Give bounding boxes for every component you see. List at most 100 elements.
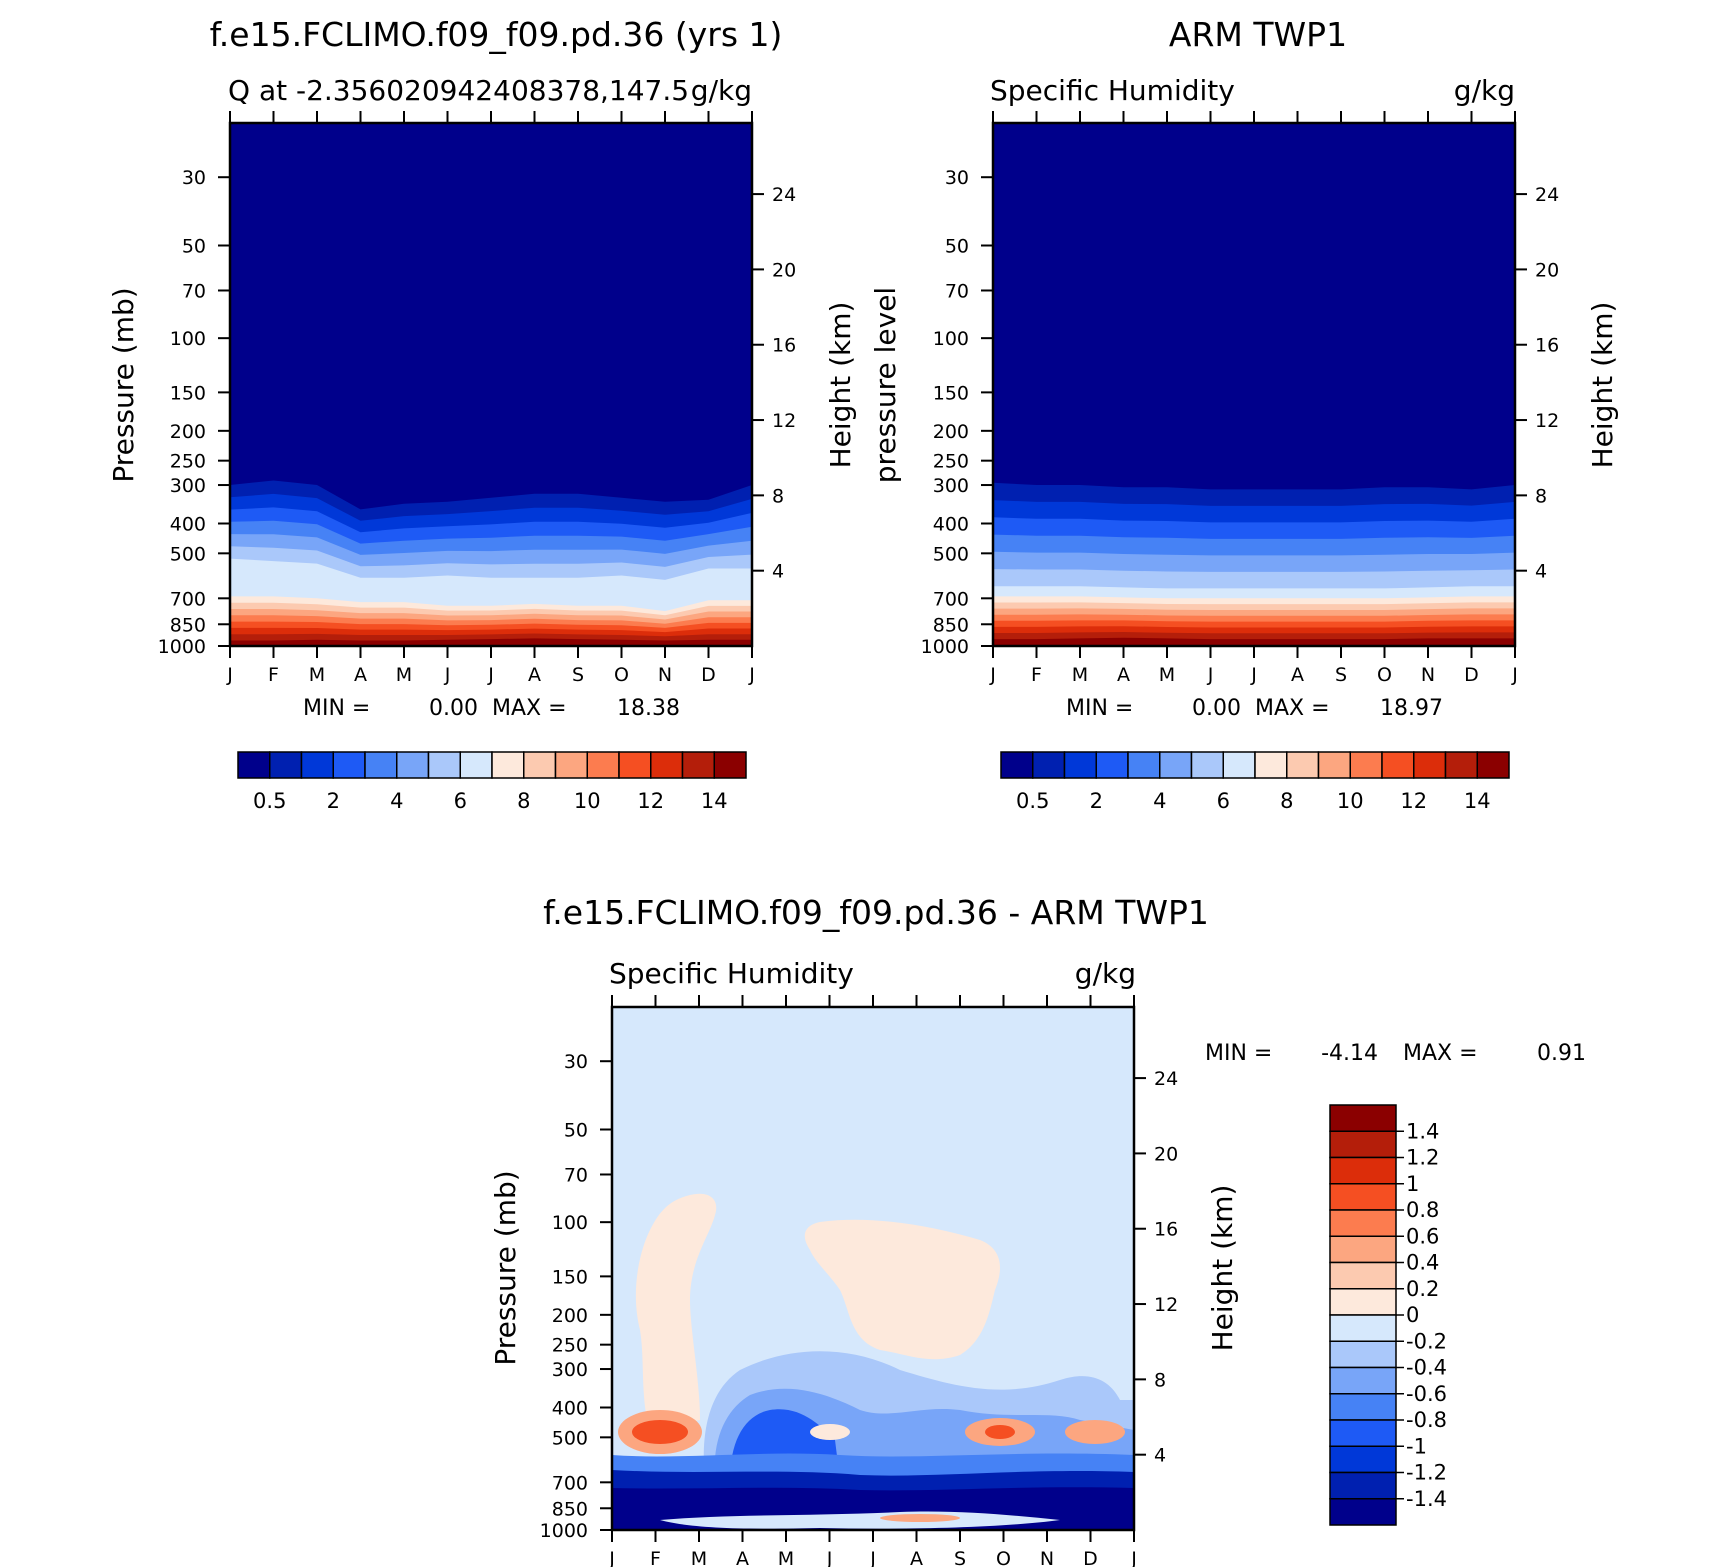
diff-positive-blob-oct-inner	[985, 1425, 1015, 1439]
diff-colorbar-box	[1329, 1288, 1397, 1316]
diff-surface-positive	[880, 1514, 960, 1522]
diff-ytick-label: 50	[564, 1119, 588, 1141]
obs-y2label: Height (km)	[1586, 302, 1619, 469]
diff-colorbar-label: -0.8	[1406, 1408, 1447, 1432]
obs-ytick-label: 400	[933, 514, 969, 536]
obs-y2tick-label: 20	[1535, 259, 1559, 281]
obs-y2tick-label: 16	[1535, 335, 1559, 357]
diff-colorbar: 1.4 1.210.80.6 0.40.20-0.2 -0.4-0.6-0.8-1 -1…	[1329, 1104, 1447, 1526]
obs-subtitle-right: g/kg	[1454, 74, 1515, 107]
diff-ytick-label: 850	[552, 1498, 588, 1520]
model-y2tick-label: 4	[772, 561, 784, 583]
diff-ytick-label: 70	[564, 1164, 588, 1186]
obs-min-value: 0.00	[1192, 696, 1241, 721]
model-colorbar-label: 6	[454, 789, 467, 813]
diff-minmax: MIN = -4.14 MAX = 0.91	[1205, 1041, 1586, 1066]
diff-ytick-label: 250	[552, 1335, 588, 1357]
diff-y2tick-label: 8	[1154, 1369, 1166, 1391]
obs-colorbar-box	[1222, 751, 1256, 779]
model-ytick-label: 200	[170, 421, 206, 443]
model-colorbar-box	[681, 751, 715, 779]
obs-y2tick-label: 8	[1535, 485, 1547, 507]
diff-subtitle-left: Specific Humidity	[609, 957, 854, 990]
model-min-value: 0.00	[429, 696, 478, 721]
model-colorbar-box	[491, 751, 525, 779]
diff-xtick-label: J	[826, 1548, 833, 1567]
diff-y2tick-label: 4	[1154, 1445, 1166, 1467]
obs-xtick-label: D	[1464, 664, 1479, 686]
model-colorbar-box	[523, 751, 557, 779]
diff-positive-blob-dec	[1065, 1420, 1125, 1444]
obs-colorbar-box	[1127, 751, 1161, 779]
model-colorbar-box	[427, 751, 461, 779]
diff-max-value: 0.91	[1537, 1041, 1586, 1066]
obs-xtick-label: J	[1207, 664, 1214, 686]
obs-colorbar-label: 2	[1090, 789, 1103, 813]
model-ytick-label: 100	[170, 328, 206, 350]
obs-y2tick-label: 24	[1535, 184, 1559, 206]
diff-colorbar-box	[1329, 1156, 1397, 1185]
obs-colorbar-box	[1190, 751, 1224, 779]
model-subtitle-left: Q at -2.356020942408378,147.5	[228, 74, 689, 107]
obs-xtick-label: J	[1511, 664, 1518, 686]
diff-ytick-label: 300	[552, 1359, 588, 1381]
obs-title: ARM TWP1	[1169, 15, 1347, 54]
obs-ytick-label: 200	[933, 421, 969, 443]
model-ytick-label: 400	[170, 514, 206, 536]
diff-colorbar-label: -0.6	[1406, 1382, 1447, 1406]
diff-field	[612, 1007, 1134, 1530]
obs-field	[993, 123, 1515, 646]
model-field	[230, 123, 752, 646]
obs-xtick-label: M	[1072, 664, 1088, 686]
obs-colorbar-box	[1254, 751, 1288, 779]
diff-ytick-label: 700	[552, 1472, 588, 1494]
model-max-label: MAX =	[492, 696, 567, 721]
diff-positive-region-summer	[804, 1219, 1000, 1360]
diff-ytick-label: 1000	[540, 1520, 588, 1542]
diff-ytick-label: 200	[552, 1305, 588, 1327]
model-ytick-label: 300	[170, 475, 206, 497]
model-colorbar-box	[269, 751, 303, 779]
model-ytick-label: 1000	[158, 636, 206, 658]
model-title: f.e15.FCLIMO.f09_f09.pd.36 (yrs 1)	[210, 15, 783, 54]
diff-xtick-label: O	[996, 1548, 1011, 1567]
model-y2tick-label: 24	[772, 184, 796, 206]
model-xtick-label: J	[748, 664, 755, 686]
obs-xtick-label: J	[989, 664, 996, 686]
model-ytick-label: 500	[170, 543, 206, 565]
diff-ytick-label: 400	[552, 1398, 588, 1420]
obs-level-15	[993, 637, 1515, 646]
diff-colorbar-box	[1329, 1104, 1397, 1132]
diff-colorbar-box	[1329, 1498, 1397, 1526]
model-xtick-label: M	[396, 664, 412, 686]
diff-surface-light-band	[660, 1511, 1060, 1529]
model-xtick-label: F	[268, 664, 279, 686]
model-ytick-label: 50	[182, 235, 206, 257]
model-y2tick-label: 16	[772, 335, 796, 357]
diff-y2tick-label: 12	[1154, 1294, 1178, 1316]
diff-colorbar-label: -1.2	[1406, 1461, 1447, 1485]
diff-ytick-label: 30	[564, 1051, 588, 1073]
model-min-label: MIN =	[303, 696, 370, 721]
diff-y2tick-label: 20	[1154, 1143, 1178, 1165]
diff-ytick-label: 100	[552, 1212, 588, 1234]
panel-obs: ARM TWP1 Specific Humidity g/kg J F M A M J J A…	[869, 15, 1619, 813]
obs-colorbar-label: 8	[1280, 789, 1293, 813]
diff-colorbar-box	[1329, 1471, 1397, 1500]
model-colorbar: 0.5 2 4 6 8 10 12 14	[237, 751, 747, 813]
model-ytick-label: 150	[170, 382, 206, 404]
diff-colorbar-box	[1329, 1235, 1397, 1264]
obs-colorbar-box	[1159, 751, 1193, 779]
obs-max-value: 18.97	[1380, 696, 1443, 721]
diff-xtick-label: S	[954, 1548, 966, 1567]
diff-colorbar-label: 0.8	[1406, 1198, 1439, 1222]
obs-ytick-label: 850	[933, 614, 969, 636]
model-ytick-label: 250	[170, 451, 206, 473]
diff-xtick-label: J	[1130, 1548, 1137, 1567]
diff-ytick-label: 150	[552, 1266, 588, 1288]
diff-ytick-label: 500	[552, 1427, 588, 1449]
model-colorbar-label: 8	[517, 789, 530, 813]
obs-ytick-label: 100	[933, 328, 969, 350]
diff-y2tick-label: 16	[1154, 1219, 1178, 1241]
